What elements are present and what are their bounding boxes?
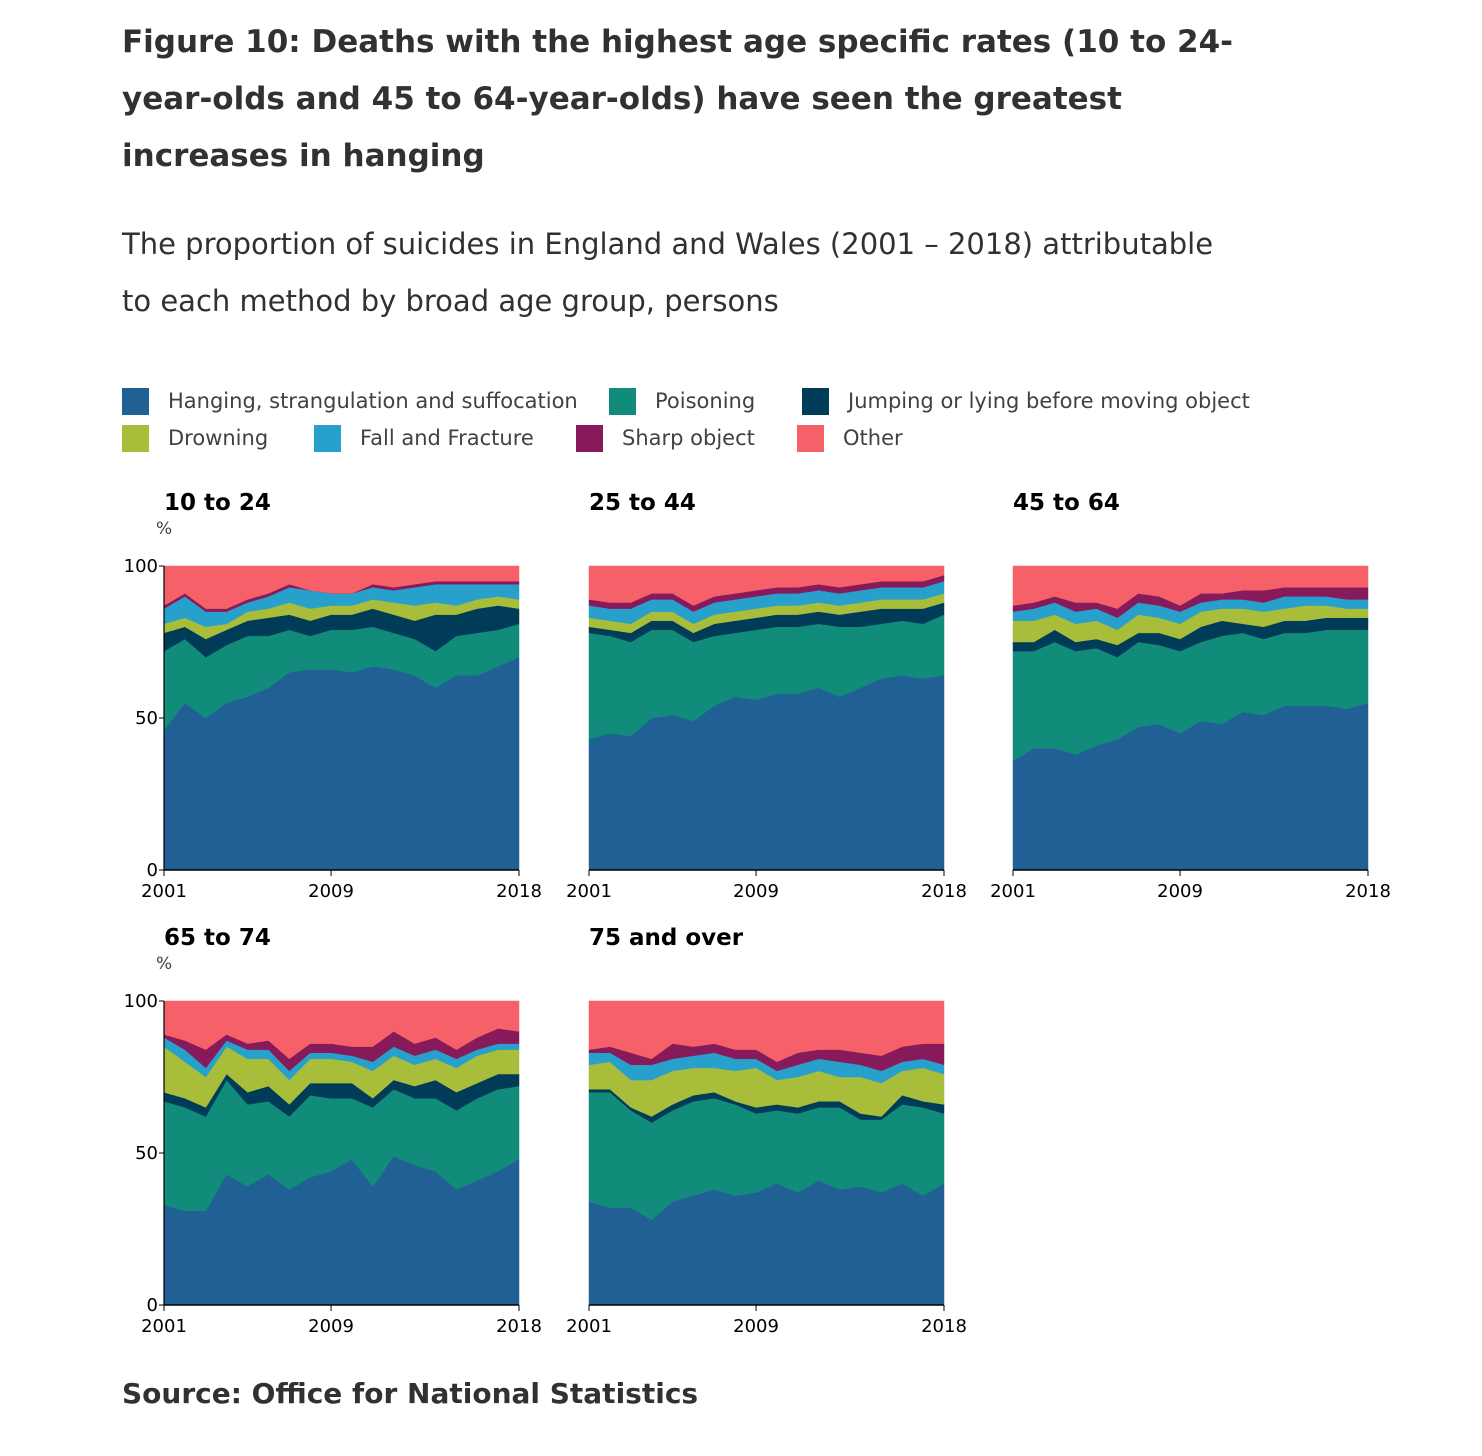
area-other[interactable]	[163, 565, 520, 609]
area-other[interactable]	[588, 565, 945, 606]
y-tick-label: 0	[147, 860, 158, 881]
x-tick-label: 2018	[496, 881, 542, 902]
panel-title: 65 to 74	[164, 925, 271, 951]
y-tick-label: 100	[124, 991, 158, 1012]
x-tick-label: 2018	[496, 1316, 542, 1337]
panel-title: 75 and over	[589, 925, 744, 951]
x-tick-label: 2001	[141, 1316, 187, 1337]
x-tick-label: 2009	[733, 1316, 779, 1337]
legend-swatch-other	[797, 425, 824, 452]
x-tick-label: 2001	[990, 881, 1036, 902]
figure-subtitle: The proportion of suicides in England an…	[122, 227, 1214, 318]
area-other[interactable]	[1012, 565, 1369, 609]
x-tick-label: 2001	[141, 881, 187, 902]
x-tick-label: 2001	[566, 1316, 612, 1337]
panel-title: 45 to 64	[1013, 490, 1120, 516]
legend-label-jumping: Jumping or lying before moving object	[848, 389, 1250, 413]
y-tick-label: 100	[124, 556, 158, 577]
y-tick-label: 50	[135, 1143, 158, 1164]
chart-panel-10-to-24: 10 to 24 0 50 100% 2001 2009 2018	[124, 490, 542, 902]
panel-title: 25 to 44	[589, 490, 696, 516]
x-tick-label: 2009	[308, 1316, 354, 1337]
legend-swatch-drowning	[122, 425, 149, 452]
x-tick-label: 2018	[1345, 881, 1391, 902]
figure-title: Figure 10: Deaths with the highest age s…	[122, 24, 1234, 174]
x-tick-label: 2018	[921, 881, 967, 902]
legend-label-other: Other	[843, 426, 903, 450]
legend-label-fall: Fall and Fracture	[360, 426, 534, 450]
y-tick-label: 50	[135, 708, 158, 729]
legend-label-poisoning: Poisoning	[655, 389, 756, 413]
legend-swatch-jumping	[802, 388, 829, 415]
y-axis-unit: %	[156, 954, 172, 974]
chart-panel-45-to-64: 45 to 64 2001 2009 2018	[990, 490, 1391, 902]
x-tick-label: 2009	[1157, 881, 1203, 902]
chart-panel-25-to-44: 25 to 44 2001 2009 2018	[566, 490, 967, 902]
area-other[interactable]	[588, 1000, 945, 1063]
x-tick-label: 2009	[733, 881, 779, 902]
y-axis-unit: %	[156, 519, 172, 539]
legend: Hanging, strangulation and suffocation P…	[122, 386, 1322, 466]
y-tick-label: 0	[147, 1295, 158, 1316]
source-note: Source: Office for National Statistics	[122, 1377, 699, 1410]
chart-panel-65-to-74: 65 to 74 0 50 100% 2001 2009 2018	[124, 925, 542, 1337]
legend-swatch-sharp	[576, 425, 603, 452]
legend-swatch-hanging	[122, 388, 149, 415]
x-tick-label: 2009	[308, 881, 354, 902]
legend-swatch-fall	[314, 425, 341, 452]
legend-label-sharp: Sharp object	[622, 426, 755, 450]
legend-label-drowning: Drowning	[168, 426, 269, 450]
x-tick-label: 2018	[921, 1316, 967, 1337]
x-tick-label: 2001	[566, 881, 612, 902]
legend-label-hanging: Hanging, strangulation and suffocation	[168, 389, 578, 413]
chart-panel-75-and-over: 75 and over 2001 2009 2018	[566, 925, 967, 1337]
area-other[interactable]	[163, 1000, 520, 1060]
panel-title: 10 to 24	[164, 490, 271, 516]
legend-swatch-poisoning	[609, 388, 636, 415]
